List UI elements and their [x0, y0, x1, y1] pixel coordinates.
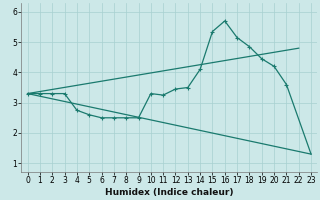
X-axis label: Humidex (Indice chaleur): Humidex (Indice chaleur) — [105, 188, 234, 197]
